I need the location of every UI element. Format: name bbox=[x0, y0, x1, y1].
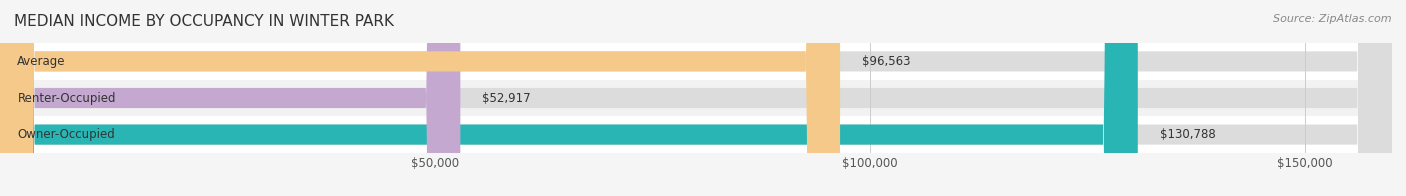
Text: $130,788: $130,788 bbox=[1160, 128, 1215, 141]
Text: Renter-Occupied: Renter-Occupied bbox=[17, 92, 115, 104]
FancyBboxPatch shape bbox=[0, 0, 1137, 196]
FancyBboxPatch shape bbox=[0, 0, 460, 196]
Text: $52,917: $52,917 bbox=[482, 92, 530, 104]
Text: Owner-Occupied: Owner-Occupied bbox=[17, 128, 115, 141]
Bar bbox=[0, 43, 1392, 80]
Text: Source: ZipAtlas.com: Source: ZipAtlas.com bbox=[1274, 14, 1392, 24]
FancyBboxPatch shape bbox=[0, 0, 839, 196]
Text: MEDIAN INCOME BY OCCUPANCY IN WINTER PARK: MEDIAN INCOME BY OCCUPANCY IN WINTER PAR… bbox=[14, 14, 394, 29]
Bar bbox=[0, 116, 1392, 153]
Text: Average: Average bbox=[17, 55, 66, 68]
Bar bbox=[0, 80, 1392, 116]
Text: $96,563: $96,563 bbox=[862, 55, 910, 68]
